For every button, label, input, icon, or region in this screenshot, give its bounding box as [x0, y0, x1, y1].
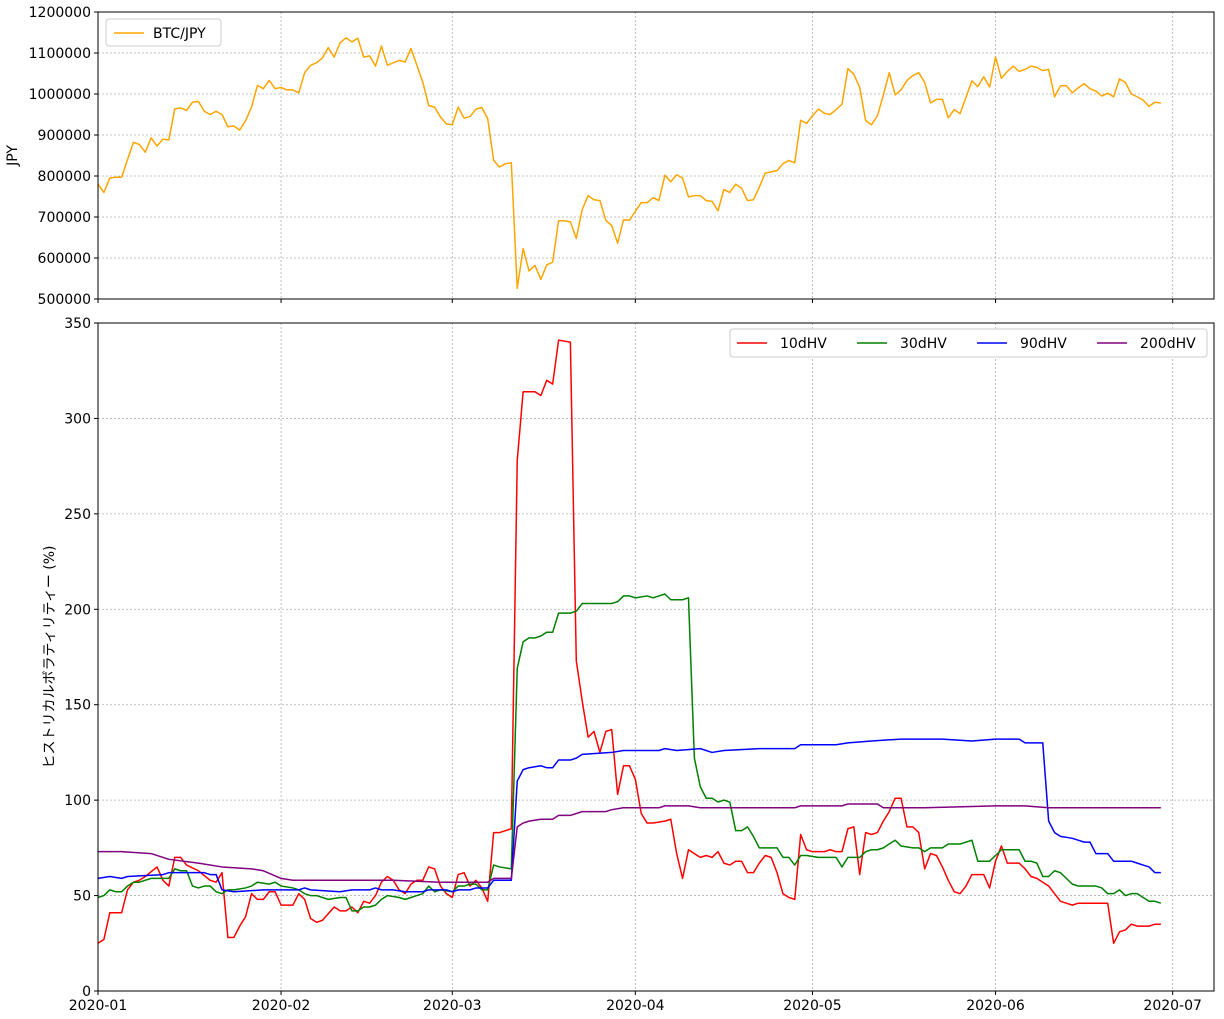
y-tick-label: 200 — [64, 602, 91, 618]
y-tick-label: 800000 — [38, 169, 91, 185]
y-tick-label: 150 — [64, 698, 91, 714]
y-tick-label: 1000000 — [29, 87, 91, 103]
y-axis-label: JPY — [5, 145, 21, 167]
y-tick-label: 500000 — [38, 292, 91, 308]
series-line-30dhv — [97, 593, 1162, 912]
x-tick-label: 2020-04 — [606, 998, 665, 1014]
y-axis-label: ヒストリカルボラティリティー (%) — [42, 546, 58, 769]
y-tick-label: 900000 — [38, 128, 91, 144]
axes-frame — [97, 322, 1215, 992]
x-tick-label: 2020-05 — [783, 998, 842, 1014]
y-tick-label: 100 — [64, 793, 91, 809]
x-tick-label: 2020-03 — [423, 998, 482, 1014]
y-tick-label: 50 — [73, 889, 91, 905]
y-tick-label: 1200000 — [29, 5, 91, 21]
axes-frame — [97, 11, 1215, 300]
y-tick-label: 0 — [82, 984, 91, 1000]
x-tick-label: 2020-06 — [966, 998, 1025, 1014]
legend: 10dHV 30dHV 90dHV 200dHV — [729, 328, 1208, 358]
legend-box — [105, 18, 222, 47]
y-tick-label: 250 — [64, 507, 91, 523]
y-tick-label: 300 — [64, 411, 91, 427]
chart-panel-1: 500000 600000 700000 800000 900000 1000000 110… — [5, 5, 1215, 308]
x-tick-label: 2020-02 — [252, 998, 311, 1014]
series-line-btc-jpy — [97, 37, 1161, 290]
legend-label: 30dHV — [900, 336, 947, 352]
chart-panel-2: 0 50 100 150 200 250 300 350 2020-01 2020-02 2020-… — [42, 316, 1215, 1014]
legend-label: BTC/JPY — [153, 26, 206, 42]
series-line-10dhv — [97, 339, 1161, 945]
legend: BTC/JPY — [105, 18, 222, 47]
series-line-200dhv — [98, 803, 1161, 883]
y-tick-label: 350 — [64, 316, 91, 332]
series-line-90dhv — [97, 738, 1161, 893]
y-tick-label: 700000 — [38, 210, 91, 226]
legend-box — [729, 328, 1208, 358]
x-tick-label: 2020-01 — [69, 998, 128, 1014]
legend-label: 90dHV — [1020, 336, 1067, 352]
y-tick-label: 1100000 — [29, 46, 91, 62]
y-tick-label: 600000 — [38, 251, 91, 267]
legend-label: 200dHV — [1140, 336, 1196, 352]
legend-label: 10dHV — [780, 336, 827, 352]
x-tick-label: 2020-07 — [1143, 998, 1202, 1014]
